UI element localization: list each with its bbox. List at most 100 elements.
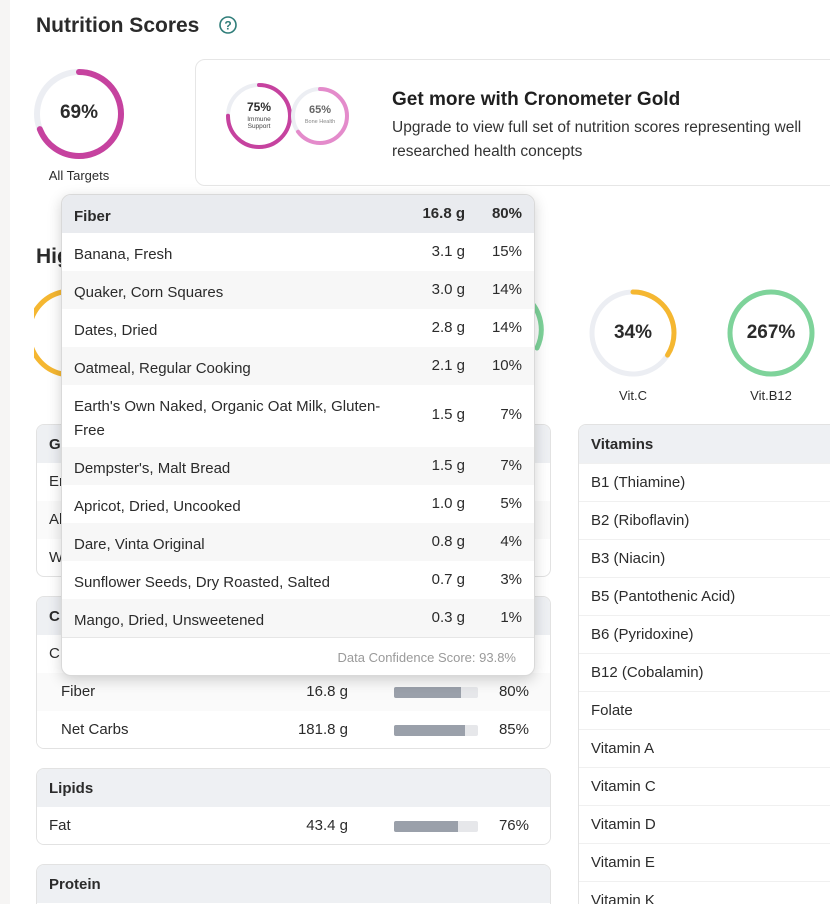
food-name: Dempster's, Malt Bread (74, 460, 231, 477)
tooltip-food-row: Dates, Dried 2.8 g 14% (62, 309, 534, 347)
vitamin-label: B2 (Riboflavin) (591, 512, 690, 529)
vitamin-c-value: 34% (613, 322, 653, 343)
immune-support-value: 75% (246, 100, 272, 114)
nutrition-page: Nutrition Scores ? 69% All Targets 75% I… (10, 0, 830, 904)
food-pct: 3% (500, 571, 522, 588)
vitamins-panel-head: Vitamins (579, 425, 830, 463)
tooltip-food-row: Mango, Dried, Unsweetened 0.3 g 1% (62, 599, 534, 637)
protein-panel-head: Protein (37, 865, 550, 903)
vitamin-row[interactable]: B5 (Pantothenic Acid) (579, 577, 830, 615)
food-amount: 2.1 g (431, 357, 465, 374)
data-confidence-score: Data Confidence Score: 93.8% (62, 637, 534, 675)
vitamin-row[interactable]: Folate (579, 691, 830, 729)
fiber-progress-bar (394, 687, 478, 698)
tooltip-nutrient-name: Fiber (74, 208, 111, 225)
vitamin-row[interactable]: Vitamin C (579, 767, 830, 805)
vitamin-row[interactable]: Vitamin A (579, 729, 830, 767)
food-pct: 14% (491, 319, 522, 336)
all-targets-label: All Targets (48, 168, 110, 183)
food-name: Dates, Dried (74, 322, 158, 339)
food-pct: 7% (500, 457, 522, 474)
vitamin-row[interactable]: B3 (Niacin) (579, 539, 830, 577)
vitamin-label: Vitamin K (591, 892, 655, 904)
vitamin-label: B1 (Thiamine) (591, 474, 686, 491)
food-name: Sunflower Seeds, Dry Roasted, Salted (74, 574, 330, 591)
all-targets-value: 69% (59, 102, 99, 123)
food-name: Oatmeal, Regular Cooking (74, 360, 251, 377)
vitamin-label: B5 (Pantothenic Acid) (591, 588, 736, 605)
food-pct: 1% (500, 609, 522, 626)
vitamin-b12-label: Vit.B12 (750, 388, 792, 403)
vitamin-row[interactable]: B1 (Thiamine) (579, 463, 830, 501)
all-targets-ring (34, 69, 124, 159)
lipids-panel: Lipids Fat 43.4 g 76% (36, 768, 551, 845)
general-row[interactable]: W (49, 549, 64, 566)
vitamin-c-label: Vit.C (619, 388, 647, 403)
tooltip-food-row: Oatmeal, Regular Cooking 2.1 g 10% (62, 347, 534, 385)
tooltip-food-row: Earth's Own Naked, Organic Oat Milk, Glu… (62, 385, 534, 447)
food-amount: 0.3 g (431, 609, 465, 626)
protein-panel: Protein (36, 864, 551, 904)
tooltip-food-row: Sunflower Seeds, Dry Roasted, Salted 0.7 … (62, 561, 534, 599)
tooltip-food-list: Banana, Fresh 3.1 g 15% Quaker, Corn Square… (62, 233, 534, 637)
food-name: Earth's Own Naked, Organic Oat Milk, Glu… (74, 398, 381, 439)
food-amount: 0.7 g (431, 571, 465, 588)
vitamins-list: B1 (Thiamine) B2 (Riboflavin) B3 (Niacin) B… (579, 463, 830, 904)
gold-promo-title: Get more with Cronometer Gold (392, 89, 681, 110)
food-name: Apricot, Dried, Uncooked (74, 498, 241, 515)
vitamin-label: Folate (591, 702, 633, 719)
vitamin-c-score[interactable]: 34% Vit.C (588, 288, 678, 408)
vitamin-label: Vitamin D (591, 816, 656, 833)
general-row[interactable]: Er (49, 473, 64, 490)
food-name: Quaker, Corn Squares (74, 284, 224, 301)
net-carbs-progress-bar (394, 725, 478, 736)
tooltip-header: Fiber 16.8 g 80% (62, 195, 534, 233)
gold-promo-description: Upgrade to view full set of nutrition sc… (392, 119, 802, 160)
bone-health-label: Bone Health (304, 119, 336, 125)
vitamin-row[interactable]: B12 (Cobalamin) (579, 653, 830, 691)
tooltip-food-row: Banana, Fresh 3.1 g 15% (62, 233, 534, 271)
food-amount: 1.5 g (431, 406, 465, 423)
net-carbs-row[interactable]: Net Carbs 181.8 g 85% (37, 711, 550, 748)
vitamin-row[interactable]: B6 (Pyridoxine) (579, 615, 830, 653)
vitamin-label: Vitamin A (591, 740, 655, 757)
immune-support-label: Immune Support (247, 116, 271, 130)
fiber-row[interactable]: Fiber 16.8 g 80% (37, 673, 550, 711)
partial-ring-left (34, 289, 64, 377)
food-name: Dare, Vinta Original (74, 536, 205, 553)
fat-row[interactable]: Fat 43.4 g 76% (37, 807, 550, 844)
food-amount: 3.0 g (431, 281, 465, 298)
vitamin-row[interactable]: Vitamin K (579, 881, 830, 904)
vitamin-row[interactable]: Vitamin E (579, 843, 830, 881)
tooltip-food-row: Dempster's, Malt Bread 1.5 g 7% (62, 447, 534, 485)
vitamin-b12-value: 267% (746, 322, 796, 343)
food-amount: 1.0 g (431, 495, 465, 512)
food-amount: 0.8 g (431, 533, 465, 550)
gold-promo-card[interactable]: 75% Immune Support 65% Bone Health Get m… (195, 59, 830, 186)
vitamin-label: B12 (Cobalamin) (591, 664, 704, 681)
tooltip-food-row: Quaker, Corn Squares 3.0 g 14% (62, 271, 534, 309)
vitamin-row[interactable]: Vitamin D (579, 805, 830, 843)
food-name: Banana, Fresh (74, 246, 173, 263)
food-pct: 7% (500, 406, 522, 423)
tooltip-food-row: Dare, Vinta Original 0.8 g 4% (62, 523, 534, 561)
vitamin-label: Vitamin C (591, 778, 656, 795)
tooltip-food-row: Apricot, Dried, Uncooked 1.0 g 5% (62, 485, 534, 523)
bone-health-score: 65% Bone Health (290, 86, 350, 146)
lipids-panel-head: Lipids (37, 769, 550, 807)
vitamin-b12-score[interactable]: 267% Vit.B12 (726, 288, 816, 408)
question-circle-icon[interactable]: ? (218, 15, 238, 35)
food-pct: 14% (491, 281, 522, 298)
vitamin-b12-ring (727, 289, 815, 377)
tooltip-nutrient-amount: 16.8 g (422, 205, 465, 222)
all-targets-score[interactable]: 69% All Targets (32, 67, 126, 187)
food-name: Mango, Dried, Unsweetened (74, 612, 265, 629)
svg-text:?: ? (224, 19, 231, 33)
food-pct: 5% (500, 495, 522, 512)
vitamin-row[interactable]: B2 (Riboflavin) (579, 501, 830, 539)
fiber-sources-tooltip: Fiber 16.8 g 80% Banana, Fresh 3.1 g 15% Qu… (61, 194, 535, 676)
food-amount: 3.1 g (431, 243, 465, 260)
bone-health-value: 65% (308, 104, 332, 116)
page-title: Nutrition Scores (36, 14, 200, 37)
food-pct: 15% (491, 243, 522, 260)
